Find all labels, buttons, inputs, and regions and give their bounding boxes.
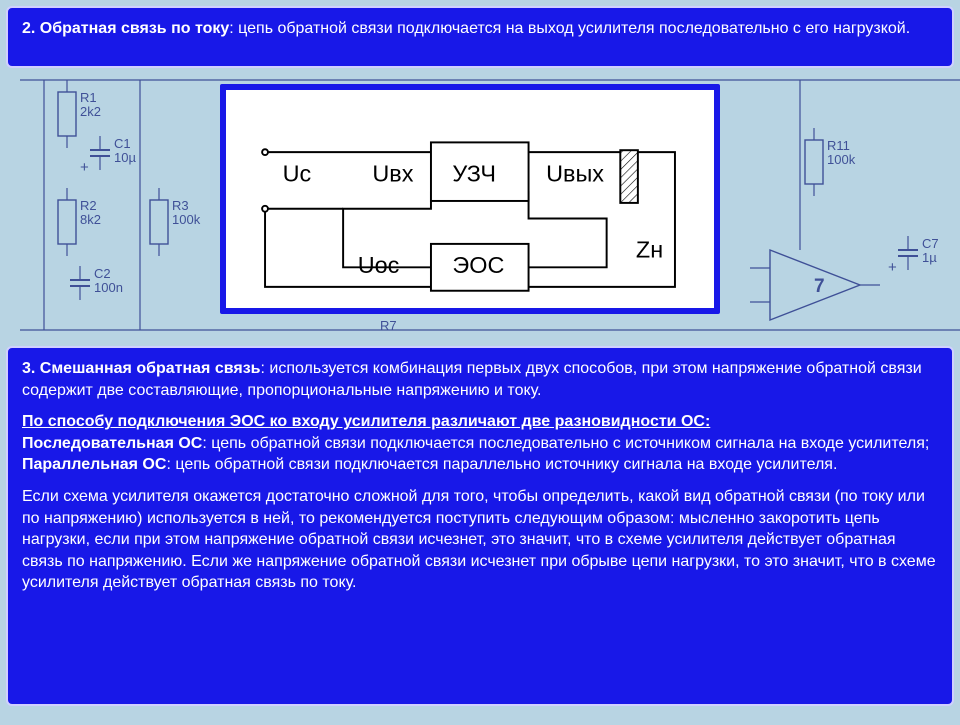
svg-text:C2: C2 — [94, 266, 111, 281]
definition-3-p2: По способу подключения ЭОС ко входу усил… — [22, 411, 938, 476]
definition-3-p1: 3. Смешанная обратная связь: используетс… — [22, 358, 938, 401]
serial-os-lead: Последовательная ОС — [22, 435, 202, 452]
svg-text:+: + — [888, 259, 897, 276]
svg-text:R7: R7 — [380, 318, 397, 333]
definition-2-lead: 2. Обратная связь по току — [22, 20, 229, 37]
svg-text:R1: R1 — [80, 90, 97, 105]
svg-text:R11: R11 — [827, 138, 850, 153]
svg-text:Uвх: Uвх — [372, 160, 413, 186]
svg-text:1µ: 1µ — [922, 250, 937, 265]
definition-3-p4: Если схема усилителя окажется достаточно… — [22, 486, 938, 594]
svg-text:R3: R3 — [172, 198, 189, 213]
block-diagram-card: Uс Uвх УЗЧ Uвых Zн Uос ЭОС — [220, 84, 720, 314]
svg-text:8k2: 8k2 — [80, 212, 101, 227]
svg-text:C1: C1 — [114, 136, 131, 151]
parallel-os-rest: : цепь обратной связи подключается парал… — [166, 456, 837, 473]
svg-text:+: + — [80, 159, 89, 176]
svg-text:Uос: Uос — [358, 252, 400, 278]
svg-text:100n: 100n — [94, 280, 123, 295]
parallel-os-lead: Параллельная ОС — [22, 456, 166, 473]
definition-2-rest: : цепь обратной связи подключается на вы… — [229, 20, 910, 37]
definition-box-2: 2. Обратная связь по току: цепь обратной… — [6, 6, 954, 68]
svg-text:100k: 100k — [172, 212, 201, 227]
svg-text:ЭОС: ЭОС — [452, 252, 504, 278]
svg-text:Zн: Zн — [636, 237, 663, 263]
svg-text:Uвых: Uвых — [546, 160, 604, 186]
block-diagram: Uс Uвх УЗЧ Uвых Zн Uос ЭОС — [226, 90, 714, 308]
svg-text:2k2: 2k2 — [80, 104, 101, 119]
eoc-input-heading: По способу подключения ЭОС ко входу усил… — [22, 413, 710, 430]
definition-3-lead: 3. Смешанная обратная связь — [22, 360, 260, 377]
svg-text:7: 7 — [814, 276, 825, 297]
svg-text:УЗЧ: УЗЧ — [452, 160, 496, 186]
svg-text:100k: 100k — [827, 152, 856, 167]
serial-os-rest: : цепь обратной связи подключается после… — [202, 435, 929, 452]
svg-text:R2: R2 — [80, 198, 97, 213]
svg-text:Uс: Uс — [283, 160, 312, 186]
definition-box-3: 3. Смешанная обратная связь: используетс… — [6, 346, 954, 706]
svg-text:C7: C7 — [922, 236, 939, 251]
definition-2-text: 2. Обратная связь по току: цепь обратной… — [22, 18, 938, 40]
svg-text:10µ: 10µ — [114, 150, 136, 165]
